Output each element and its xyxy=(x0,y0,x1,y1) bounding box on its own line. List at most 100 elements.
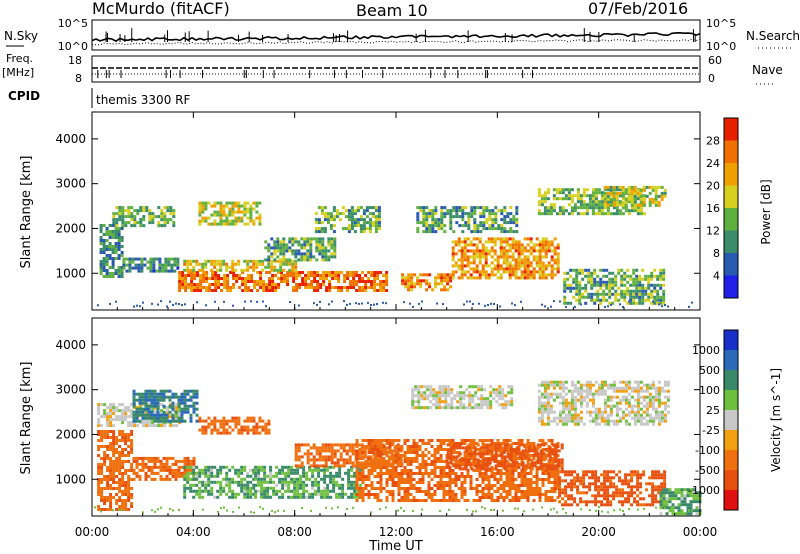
heatmap-cell xyxy=(422,209,426,213)
heatmap-cell xyxy=(409,478,413,481)
heatmap-cell xyxy=(464,221,468,225)
heatmap-cell xyxy=(406,493,410,496)
heatmap-cell xyxy=(470,212,474,216)
heatmap-cell xyxy=(232,286,236,289)
heatmap-cell xyxy=(189,459,193,463)
heatmap-cell xyxy=(100,430,104,433)
heatmap-cell xyxy=(106,508,110,511)
heatmap-cell xyxy=(304,283,308,286)
heatmap-cell xyxy=(460,261,464,265)
heatmap-cell xyxy=(609,200,613,204)
heatmap-cell xyxy=(463,481,467,484)
heatmap-cell xyxy=(254,465,258,469)
heatmap-cell xyxy=(566,301,570,305)
heatmap-cell xyxy=(511,484,515,487)
heatmap-cell xyxy=(508,469,512,472)
heatmap-cell xyxy=(144,456,148,460)
heatmap-cell xyxy=(304,280,308,283)
heatmap-cell xyxy=(512,215,516,219)
heatmap-cell xyxy=(579,206,583,210)
heatmap-cell xyxy=(263,465,267,469)
heatmap-cell xyxy=(449,458,453,462)
heatmap-cell xyxy=(482,461,486,465)
heatmap-cell xyxy=(366,455,370,459)
heatmap-cell xyxy=(302,471,306,475)
heatmap-cell xyxy=(111,275,115,278)
heatmap-cell xyxy=(406,445,410,448)
heatmap-cell xyxy=(541,240,545,244)
heatmap-cell xyxy=(222,428,226,432)
heatmap-cell xyxy=(130,212,134,216)
heatmap-cell xyxy=(121,412,125,416)
heatmap-cell xyxy=(130,448,134,451)
heatmap-cell xyxy=(509,455,513,459)
heatmap-cell xyxy=(647,295,651,299)
beam-title: Beam 10 xyxy=(356,1,428,20)
heatmap-cell xyxy=(189,471,193,475)
heatmap-cell xyxy=(496,487,500,490)
heatmap-cell xyxy=(373,493,377,496)
heatmap-cell xyxy=(103,409,107,413)
heatmap-cell xyxy=(564,209,568,213)
heatmap-cell xyxy=(614,289,618,293)
heatmap-cell xyxy=(409,481,413,484)
heatmap-cell xyxy=(161,266,165,270)
heatmap-cell xyxy=(538,243,542,247)
heatmap-cell xyxy=(552,194,556,198)
heatmap-cell xyxy=(121,430,125,433)
heatmap-cell xyxy=(117,275,121,278)
heatmap-cell xyxy=(210,259,214,263)
heatmap-cell xyxy=(358,493,362,496)
heatmap-cell xyxy=(400,448,404,451)
heatmap-cell xyxy=(363,449,367,453)
heatmap-cell xyxy=(177,401,181,405)
heatmap-cell xyxy=(518,455,522,459)
heatmap-cell xyxy=(365,221,369,225)
heatmap-cell xyxy=(520,249,524,253)
heatmap-cell xyxy=(309,249,313,253)
heatmap-cell xyxy=(425,230,429,234)
heatmap-cell xyxy=(192,410,196,414)
heatmap-cell xyxy=(268,289,272,292)
heatmap-cell xyxy=(217,286,221,289)
heatmap-cell xyxy=(219,468,223,472)
heatmap-cell xyxy=(399,458,403,462)
heatmap-cell xyxy=(364,274,368,277)
heatmap-cell xyxy=(505,493,509,496)
heatmap-cell xyxy=(170,266,174,270)
heatmap-cell xyxy=(442,490,446,493)
heatmap-cell xyxy=(264,428,268,432)
heatmap-cell xyxy=(361,277,365,280)
heatmap-cell xyxy=(550,267,554,271)
heatmap-cell xyxy=(556,264,560,268)
heatmap-cell xyxy=(160,409,164,413)
heatmap-cell xyxy=(213,204,217,208)
heatmap-cell xyxy=(469,481,473,484)
heatmap-cell xyxy=(581,268,585,272)
heatmap-cell xyxy=(158,263,162,267)
heatmap-cell xyxy=(630,188,634,192)
heatmap-cell xyxy=(472,237,476,241)
heatmap-cell xyxy=(127,460,131,463)
heatmap-cell xyxy=(229,286,233,289)
heatmap-cell xyxy=(556,478,560,481)
heatmap-cell xyxy=(192,483,196,487)
heatmap-cell xyxy=(138,462,142,466)
heatmap-cell xyxy=(195,395,199,399)
heatmap-cell xyxy=(324,255,328,259)
heatmap-cell xyxy=(219,422,223,426)
heatmap-cell xyxy=(427,442,431,445)
heatmap-cell xyxy=(142,215,146,219)
heatmap-cell xyxy=(177,398,181,402)
heatmap-cell xyxy=(493,460,497,463)
heatmap-cell xyxy=(204,486,208,490)
heatmap-cell xyxy=(183,262,187,266)
heatmap-cell xyxy=(195,401,199,405)
heatmap-cell xyxy=(249,216,253,220)
heatmap-cell xyxy=(130,451,134,454)
heatmap-cell xyxy=(309,458,313,462)
heatmap-cell xyxy=(228,210,232,214)
heatmap-cell xyxy=(484,246,488,250)
heatmap-cell xyxy=(112,424,116,428)
heatmap-cell xyxy=(412,487,416,490)
